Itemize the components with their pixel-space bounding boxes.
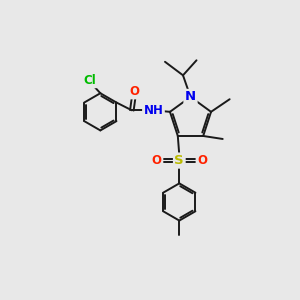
Text: S: S	[175, 154, 184, 167]
Text: O: O	[129, 85, 139, 98]
Text: N: N	[185, 90, 196, 104]
Text: O: O	[151, 154, 161, 167]
Text: O: O	[197, 154, 207, 167]
Text: Cl: Cl	[83, 74, 96, 87]
Text: NH: NH	[143, 104, 164, 117]
